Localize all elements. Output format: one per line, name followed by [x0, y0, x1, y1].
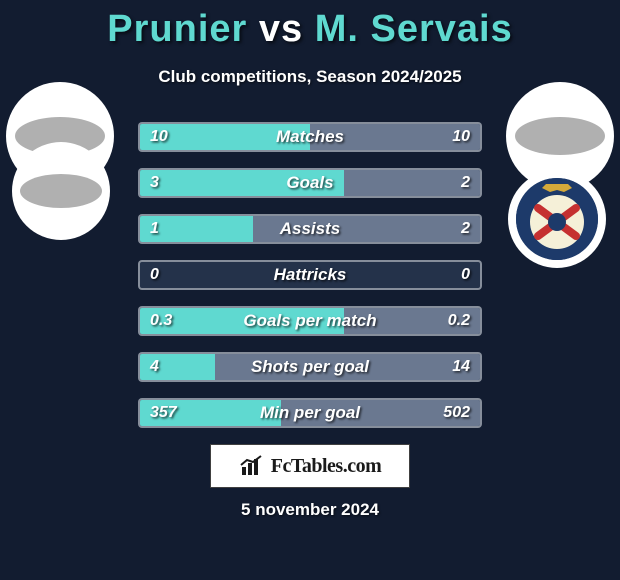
stat-bar: 1010Matches — [138, 122, 482, 152]
player1-club-badge — [12, 142, 110, 240]
stat-label: Assists — [140, 216, 480, 242]
club-crest-icon — [516, 178, 598, 260]
player2-name: M. Servais — [315, 8, 513, 50]
stat-label: Goals — [140, 170, 480, 196]
stat-label: Goals per match — [140, 308, 480, 334]
player1-club-placeholder-icon — [20, 174, 102, 208]
comparison-title: Prunier vs M. Servais — [0, 0, 620, 51]
player2-silhouette-icon — [515, 117, 605, 155]
player2-club-badge — [508, 170, 606, 268]
stat-bar: 12Assists — [138, 214, 482, 244]
stat-bar: 32Goals — [138, 168, 482, 198]
stat-label: Shots per goal — [140, 354, 480, 380]
footer-brand-text: FcTables.com — [271, 455, 381, 478]
vs-text: vs — [259, 8, 303, 50]
stat-label: Matches — [140, 124, 480, 150]
fctables-logo: FcTables.com — [210, 444, 410, 488]
stat-bar: 00Hattricks — [138, 260, 482, 290]
chart-icon — [239, 455, 265, 477]
stats-bars: 1010Matches 32Goals 12Assists 00Hattricks 0.… — [138, 122, 482, 444]
subtitle: Club competitions, Season 2024/2025 — [0, 67, 620, 87]
stat-label: Min per goal — [140, 400, 480, 426]
stat-label: Hattricks — [140, 262, 480, 288]
snapshot-date: 5 november 2024 — [0, 500, 620, 520]
player1-name: Prunier — [107, 8, 247, 50]
stat-bar: 357502Min per goal — [138, 398, 482, 428]
stat-bar: 0.30.2Goals per match — [138, 306, 482, 336]
stat-bar: 414Shots per goal — [138, 352, 482, 382]
